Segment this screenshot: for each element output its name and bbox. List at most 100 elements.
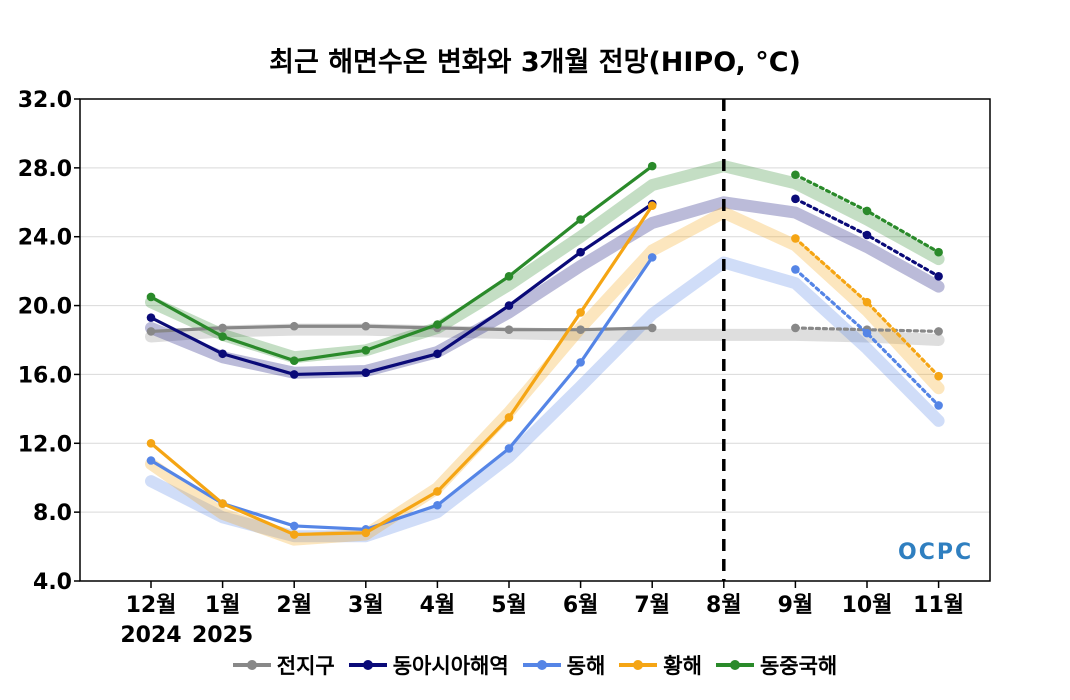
climatology-band bbox=[145, 256, 945, 543]
observed-point bbox=[289, 521, 299, 531]
observed-point bbox=[289, 356, 299, 365]
forecast-point bbox=[791, 265, 800, 274]
observed-point bbox=[433, 500, 442, 510]
legend-item-east-asian-seas: 동아시아해역 bbox=[348, 650, 509, 680]
forecast-point bbox=[934, 327, 943, 336]
forecast-point bbox=[862, 328, 872, 338]
x-tick-label: 8월 bbox=[706, 593, 742, 618]
observed-point bbox=[289, 321, 299, 331]
forecast-point bbox=[862, 230, 872, 240]
x-tick-label: 5월 bbox=[491, 593, 527, 618]
forecast-point bbox=[791, 323, 800, 333]
observed-point bbox=[504, 272, 514, 281]
observed-point bbox=[433, 320, 442, 329]
legend-item-global: 전지구 bbox=[232, 650, 335, 680]
legend-item-east-china-sea: 동중국해 bbox=[715, 650, 838, 680]
legend-label-east-sea: 동해 bbox=[566, 654, 606, 678]
forecast-point bbox=[791, 234, 800, 243]
forecast-point bbox=[934, 272, 943, 281]
climatology-band bbox=[145, 206, 945, 546]
plot-frame bbox=[79, 98, 991, 582]
x-tick-label: 12월 bbox=[126, 593, 177, 618]
forecast-point bbox=[862, 297, 872, 307]
x-tick-label: 3월 bbox=[348, 593, 384, 618]
observed-point bbox=[146, 438, 156, 448]
observed-point bbox=[361, 368, 371, 378]
observed-point bbox=[576, 247, 585, 257]
observed-point bbox=[576, 358, 585, 367]
observed-point bbox=[576, 308, 585, 317]
observed-point bbox=[146, 313, 156, 322]
observed-point bbox=[146, 327, 156, 336]
observed-point bbox=[504, 444, 514, 453]
legend-swatch-east-sea bbox=[522, 658, 561, 672]
legend-swatch-east-asian-seas bbox=[348, 658, 387, 672]
observed-point bbox=[146, 292, 156, 302]
observed-point bbox=[647, 161, 657, 171]
observed-point bbox=[504, 413, 514, 422]
legend-label-east-asian-seas: 동아시아해역 bbox=[392, 654, 509, 678]
x-tick-label: 9월 bbox=[778, 593, 814, 618]
forecast-line bbox=[793, 236, 941, 378]
observed-point bbox=[218, 332, 227, 341]
observed-point bbox=[361, 346, 371, 355]
forecast-point bbox=[791, 170, 800, 180]
observed-point bbox=[433, 349, 442, 359]
observed-line bbox=[150, 202, 654, 377]
y-tick-label: 32.0 bbox=[18, 88, 72, 113]
chart-title: 최근 해면수온 변화와 3개월 전망(HIPO, °C) bbox=[269, 47, 801, 78]
y-tick-label: 4.0 bbox=[33, 570, 72, 595]
observed-point bbox=[218, 349, 227, 359]
legend-item-east-sea: 동해 bbox=[522, 650, 606, 680]
ocpc-logo: OCPC bbox=[898, 540, 974, 565]
legend-label-yellow-sea: 황해 bbox=[663, 654, 702, 678]
observed-line bbox=[149, 204, 654, 537]
x-tick-label: 4월 bbox=[420, 593, 456, 618]
observed-point bbox=[647, 201, 657, 211]
y-tick-label: 20.0 bbox=[18, 295, 72, 320]
y-tick-label: 8.0 bbox=[33, 501, 72, 526]
forecast-point bbox=[791, 194, 800, 204]
x-tick-label: 11월 bbox=[913, 593, 964, 618]
x-tick-label: 1월 bbox=[205, 593, 241, 618]
climatology-band bbox=[145, 160, 945, 364]
legend-swatch-east-china-sea bbox=[715, 658, 754, 672]
legend-swatch-global bbox=[232, 658, 271, 672]
y-tick-label: 28.0 bbox=[18, 157, 72, 182]
observed-point bbox=[647, 253, 657, 262]
observed-point bbox=[361, 528, 371, 538]
observed-line bbox=[150, 164, 654, 363]
observed-point bbox=[504, 325, 514, 334]
observed-point bbox=[576, 325, 585, 334]
observed-point bbox=[433, 487, 442, 496]
observed-point bbox=[647, 323, 657, 333]
observed-point bbox=[218, 499, 227, 508]
forecast-point bbox=[862, 206, 872, 216]
observed-point bbox=[146, 456, 156, 465]
x-tick-label: 6월 bbox=[563, 593, 599, 618]
observed-point bbox=[289, 370, 299, 379]
legend-label-east-china-sea: 동중국해 bbox=[759, 654, 838, 678]
forecast-point bbox=[934, 371, 943, 381]
x-tick-label: 10월 bbox=[842, 593, 893, 618]
observed-point bbox=[361, 321, 371, 331]
x-tick-label: 7월 bbox=[634, 593, 670, 618]
forecast-point bbox=[934, 401, 943, 410]
forecast-point bbox=[934, 247, 943, 257]
legend: 전지구 동아시아해역 동해 황해 동중국해 bbox=[0, 650, 1070, 680]
y-tick-label: 12.0 bbox=[18, 432, 72, 457]
observed-point bbox=[576, 215, 585, 224]
x-tick-label: 2월 bbox=[276, 593, 312, 618]
forecast-line bbox=[793, 267, 941, 408]
y-tick-label: 16.0 bbox=[18, 363, 72, 388]
legend-label-global: 전지구 bbox=[276, 654, 335, 678]
legend-swatch-yellow-sea bbox=[619, 658, 658, 672]
observed-point bbox=[504, 301, 514, 310]
y-tick-label: 24.0 bbox=[18, 226, 72, 251]
year-label: 2024 bbox=[120, 623, 181, 648]
climatology-band bbox=[145, 323, 945, 346]
legend-item-yellow-sea: 황해 bbox=[619, 650, 702, 680]
observed-point bbox=[218, 323, 227, 333]
year-label: 2025 bbox=[192, 623, 253, 648]
